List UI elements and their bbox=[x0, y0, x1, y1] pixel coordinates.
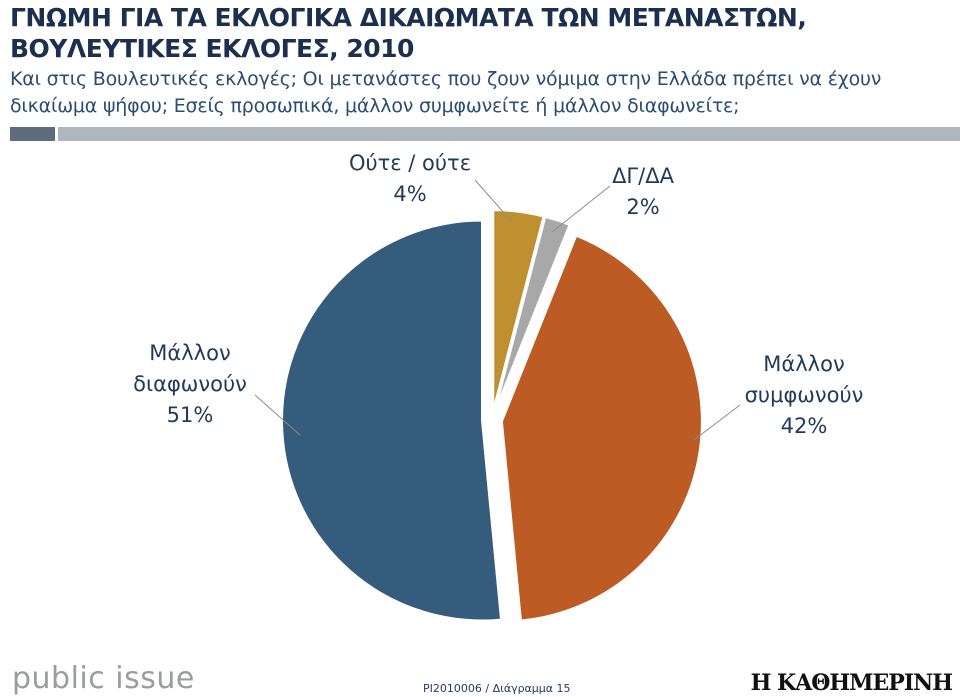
header-rule-light bbox=[58, 127, 960, 141]
pie-slice-1 bbox=[492, 209, 545, 411]
pie-slice-2 bbox=[494, 215, 571, 411]
leader-line-1 bbox=[474, 179, 513, 223]
question-line-2: δικαίωμα ψήφου; Εσείς προσωπικά, μάλλον … bbox=[10, 95, 740, 117]
title-line-1: ΓΝΩΜΗ ΓΙΑ ΤΑ ΕΚΛΟΓΙΚΑ ΔΙΚΑΙΩΜΑΤΑ ΤΩΝ ΜΕΤ… bbox=[10, 3, 807, 32]
slice-label-2: ΔΓ/ΔΑ 2% bbox=[612, 164, 675, 219]
public-issue-logo: public issue bbox=[12, 661, 195, 696]
slice-label-3: Μάλλον συμφωνούν 42% bbox=[745, 352, 864, 438]
header-rule-dark bbox=[10, 127, 55, 141]
pie-slice-0 bbox=[281, 219, 503, 622]
slice-label-1: Ούτε / ούτε 4% bbox=[349, 151, 471, 206]
question-line-1: Και στις Βουλευτικές εκλογές; Οι μετανάσ… bbox=[10, 68, 882, 90]
leader-line-2 bbox=[551, 185, 611, 233]
title-line-2: ΒΟΥΛΕΥΤΙΚΕΣ ΕΚΛΟΓΕΣ, 2010 bbox=[10, 34, 414, 63]
pie-slice-3 bbox=[500, 234, 703, 622]
slice-label-0: Μάλλον διαφωνούν 51% bbox=[133, 341, 247, 427]
leader-line-3 bbox=[693, 404, 741, 441]
page-title: ΓΝΩΜΗ ΓΙΑ ΤΑ ΕΚΛΟΓΙΚΑ ΔΙΚΑΙΩΜΑΤΑ ΤΩΝ ΜΕΤ… bbox=[10, 2, 950, 64]
kathimerini-logo: Η ΚΑΘΗΜΕΡΙΝΗ bbox=[750, 670, 953, 696]
survey-question: Και στις Βουλευτικές εκλογές; Οι μετανάσ… bbox=[10, 66, 950, 120]
diagram-code: PI2010006 / Διάγραμμα 15 bbox=[423, 682, 571, 695]
leader-line-0 bbox=[254, 394, 301, 436]
